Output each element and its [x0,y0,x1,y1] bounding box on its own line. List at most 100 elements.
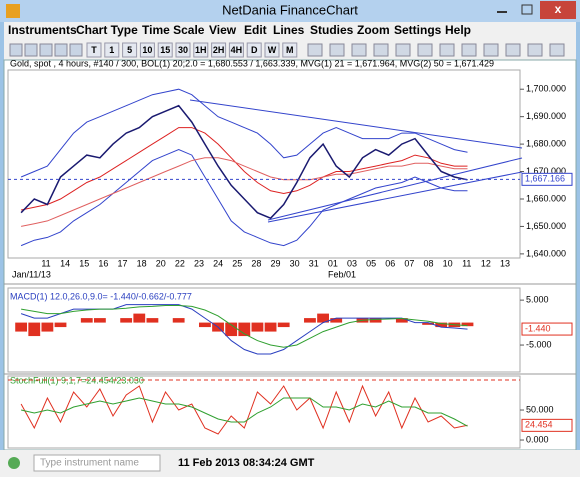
series-line [20,157,468,227]
toolbar-icon [395,43,411,57]
series-line [20,127,468,211]
x-tick-label: 07 [404,258,414,268]
histogram-bar [317,313,329,323]
x-tick-label: 11 [41,258,50,268]
menu-item[interactable]: Lines [273,23,305,37]
toolbar-icon [39,43,53,57]
menu-item[interactable]: Zoom [357,23,390,37]
x-tick-label: 29 [270,258,280,268]
y-tick-label: 1,700.000 [526,84,566,94]
x-tick-label: 12 [481,258,491,268]
menu-item[interactable]: Time Scale [142,23,205,37]
histogram-bar [461,322,474,327]
menu-item[interactable]: Instruments [8,23,77,37]
timestamp: 11 Feb 2013 08:34:24 GMT [178,457,315,469]
minimize-button[interactable] [490,1,514,19]
histogram-bar [330,318,343,323]
histogram-bar [369,318,382,323]
toolbar-icon [549,43,565,57]
close-icon: x [555,2,562,16]
price-plot-frame [7,69,521,259]
toolbar-button-label: 10 [142,45,152,55]
toolbar-button[interactable] [175,42,191,58]
panel-legend: StochFull(1) 9,1,7=24.454/23.030 [10,375,144,385]
x-tick-label: 22 [175,258,185,268]
toolbar-button[interactable] [86,42,102,58]
series-line [20,88,468,178]
toolbar-button[interactable] [282,42,298,58]
menu-item[interactable]: Studies [310,23,354,37]
toolbar-icon [351,43,367,57]
histogram-bar [54,322,67,328]
series-line [20,149,468,247]
series-line [20,397,468,427]
y-tick-label: 1,660.000 [526,193,566,203]
toolbar-button[interactable] [122,42,138,58]
x-tick-label: 14 [60,258,70,268]
x-tick-label: 17 [117,258,127,268]
close-button[interactable] [540,1,576,19]
status-icon [8,457,20,469]
x-tick-label: 15 [79,258,89,268]
trend-line [189,99,523,149]
toolbar-icon [69,43,83,57]
macd-plot-frame [7,287,521,373]
x-period-label: Jan/11/13 [12,269,51,279]
menu-item[interactable]: View [209,23,237,37]
toolbar-button[interactable] [157,42,173,58]
x-tick-label: 28 [251,258,261,268]
title-bar [0,0,580,22]
y-tick-label: 1,670.000 [526,166,566,176]
x-tick-label: 11 [462,258,471,268]
toolbar-buttons: T 1 5 10 15 30 1H 2H 4H D W M [9,42,565,58]
menu-item[interactable]: Chart Type [76,23,138,37]
series-line [20,104,468,220]
toolbar-button[interactable] [264,42,280,58]
histogram-bar [15,322,28,332]
stoch-plot-frame [7,375,521,449]
toolbar-button-label: 5 [127,45,132,55]
search-box[interactable] [33,454,161,472]
x-tick-label: 31 [309,258,319,268]
x-tick-label: 18 [137,258,147,268]
menu-item[interactable]: Help [445,23,471,37]
toolbar-button[interactable] [193,42,209,58]
last-value-label: -1.440 [525,323,551,333]
x-tick-label: 05 [366,258,376,268]
histogram-bar [133,313,146,323]
toolbar-icon [461,43,477,57]
toolbar-button[interactable] [211,42,227,58]
x-tick-label: 06 [385,258,395,268]
toolbar-button[interactable] [104,42,120,58]
toolbar-button[interactable] [139,42,155,58]
toolbar-button[interactable] [246,42,262,58]
histogram-bar [93,318,106,323]
x-tick-label: 08 [423,258,433,268]
y-tick-label: -5.000 [526,339,552,349]
menu-item[interactable]: Edit [244,23,267,37]
y-tick-label: 0.000 [526,434,549,444]
toolbar-button[interactable] [228,42,244,58]
last-value-box [521,418,573,432]
histogram-bar [304,318,316,323]
histogram-bar [225,322,238,337]
x-tick-label: 01 [328,258,338,268]
trend-line [267,171,523,223]
histogram-bar [264,322,277,332]
toolbar-icon [307,43,323,57]
maximize-button[interactable] [515,1,539,19]
histogram-bar [146,318,159,323]
toolbar-icon [24,43,38,57]
toolbar-button-label: W [268,45,277,55]
toolbar-button-label: D [251,45,258,55]
toolbar-icon [483,43,499,57]
histogram-bar [172,318,185,323]
histogram-bar [199,322,211,328]
y-tick-label: 1,650.000 [526,221,566,231]
toolbar-icon [54,43,68,57]
histogram-bar [435,322,448,328]
menu-item[interactable]: Settings [394,23,442,37]
toolbar-button-label: 1 [109,45,114,55]
histogram-bar [422,322,435,325]
